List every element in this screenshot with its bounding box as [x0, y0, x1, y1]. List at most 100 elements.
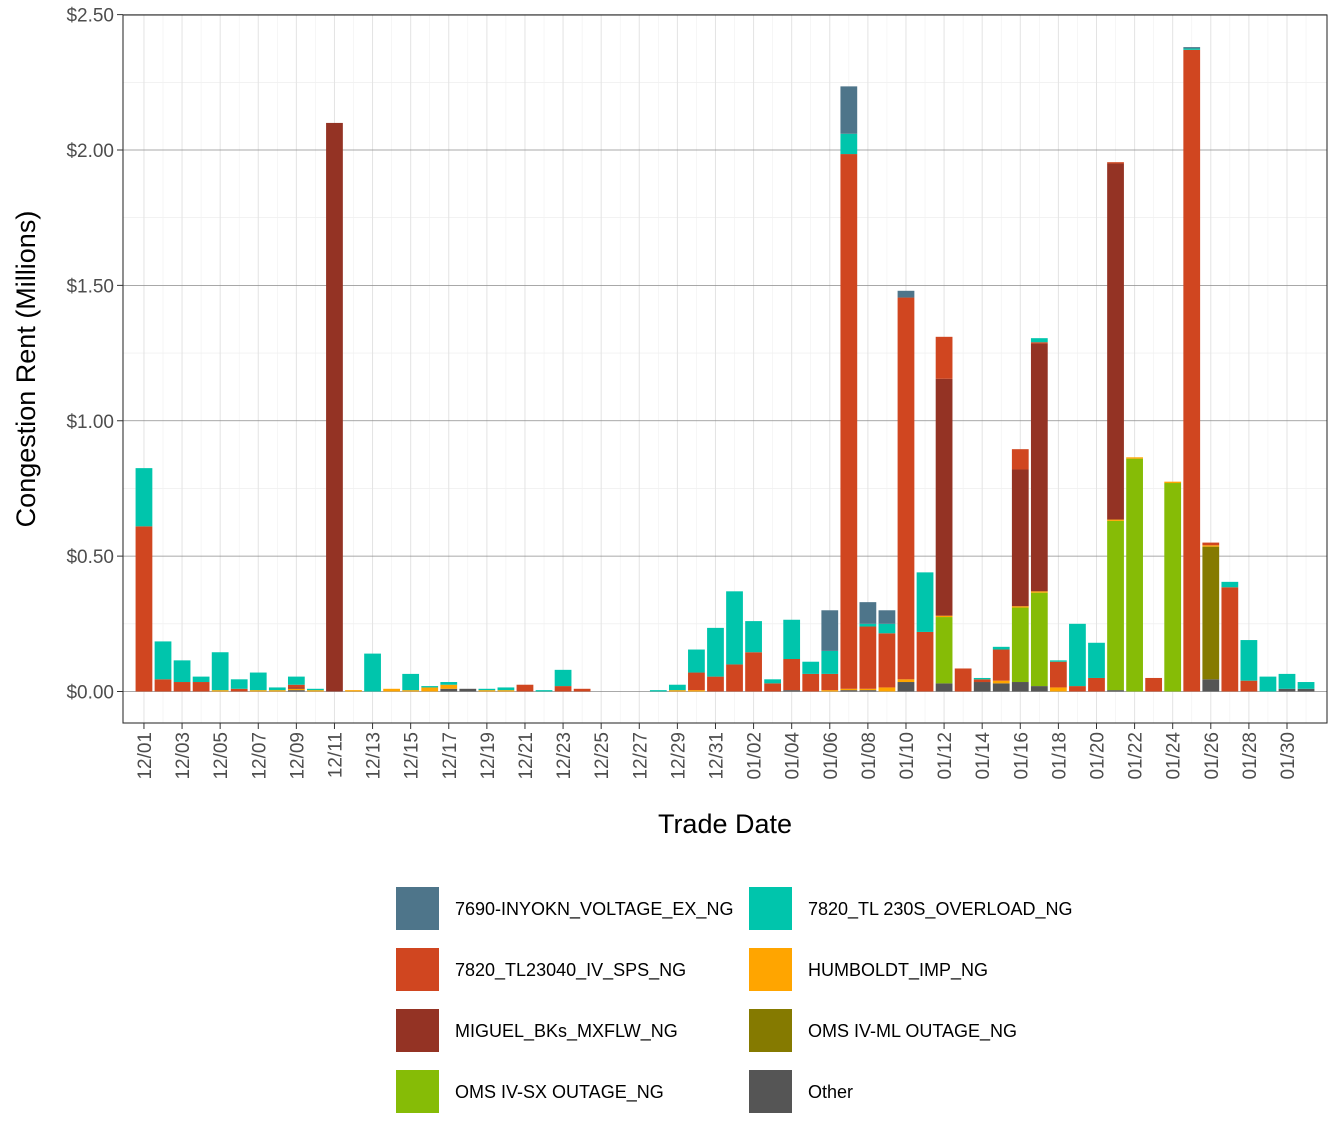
bar-segment	[1259, 676, 1277, 692]
bar-stack-12/02	[154, 641, 172, 692]
bar-stack-01/17	[1030, 338, 1048, 692]
x-tick-label: 01/04	[783, 732, 804, 780]
bar-segment	[935, 615, 953, 618]
bar-segment	[726, 664, 743, 692]
x-tick-label: 12/03	[173, 732, 194, 780]
bar-stack-01/30	[1278, 673, 1296, 692]
bar-stack-01/01	[726, 591, 743, 692]
y-tick-label: $2.00	[66, 141, 114, 162]
bar-segment	[954, 668, 972, 692]
legend-label: OMS IV-SX OUTAGE_NG	[455, 1082, 664, 1103]
x-tick-label: 12/21	[516, 732, 537, 780]
bar-stack-01/25	[1183, 47, 1201, 692]
bar-segment	[973, 682, 991, 692]
bar-segment	[992, 646, 1010, 650]
bar-segment	[840, 690, 858, 692]
bar-segment	[173, 660, 191, 683]
bar-segment	[1297, 688, 1315, 692]
bar-segment	[1030, 343, 1048, 592]
bar-segment	[154, 641, 172, 680]
bar-segment	[459, 688, 477, 692]
bar-stack-12/05	[211, 652, 229, 692]
bar-segment	[745, 621, 762, 653]
bar-segment	[154, 679, 172, 692]
bar-segment	[1030, 342, 1048, 344]
bar-stack-12/21	[516, 684, 534, 692]
bar-stack-01/05	[802, 661, 820, 692]
bar-stack-01/16	[1011, 449, 1029, 692]
bar-segment	[211, 690, 229, 692]
bar-segment	[840, 86, 858, 134]
bar-segment	[878, 610, 896, 624]
bar-stack-01/29	[1259, 676, 1277, 692]
bar-segment	[1278, 688, 1296, 692]
legend-item: Other	[749, 1070, 853, 1113]
bar-segment	[287, 676, 305, 685]
x-tick-label: 01/28	[1240, 732, 1261, 780]
legend-item: MIGUEL_BKs_MXFLW_NG	[396, 1009, 678, 1052]
bar-stack-12/06	[230, 679, 248, 692]
x-tick-label: 12/09	[287, 732, 308, 780]
x-tick-label: 01/30	[1278, 732, 1299, 780]
bar-stack-01/13	[954, 668, 972, 692]
bar-segment	[1164, 481, 1182, 484]
legend-key	[396, 1009, 439, 1052]
bar-stack-12/12	[345, 690, 362, 692]
bar-stack-12/19	[478, 688, 496, 692]
x-tick-label: 12/29	[668, 732, 689, 780]
bar-stack-01/19	[1069, 623, 1086, 692]
legend-label: 7690-INYOKN_VOLTAGE_EX_NG	[455, 899, 733, 920]
bar-segment	[649, 690, 667, 692]
bar-segment	[173, 682, 191, 692]
x-tick-label: 01/22	[1126, 732, 1147, 780]
bar-segment	[1030, 686, 1048, 692]
bar-segment	[307, 690, 324, 692]
x-tick-label: 01/12	[935, 732, 956, 780]
bar-stack-12/01	[135, 468, 153, 692]
bar-segment	[878, 633, 896, 688]
bar-segment	[497, 687, 515, 691]
bar-segment	[249, 672, 267, 691]
bar-segment	[1050, 660, 1067, 662]
bar-segment	[230, 688, 248, 692]
bar-segment	[1164, 483, 1182, 692]
legend-key	[396, 1070, 439, 1113]
bar-stack-01/21	[1107, 162, 1124, 692]
bar-stack-12/30	[688, 649, 705, 692]
bar-segment	[935, 378, 953, 616]
bar-segment	[802, 661, 820, 674]
bar-segment	[859, 602, 877, 624]
bar-segment	[1240, 640, 1258, 681]
bar-stack-01/28	[1240, 640, 1258, 692]
bar-segment	[192, 682, 210, 692]
legend-key	[396, 887, 439, 930]
bar-segment	[897, 682, 915, 692]
bar-segment	[859, 690, 877, 692]
bar-segment	[535, 690, 553, 692]
bar-segment	[440, 682, 458, 685]
bar-segment	[688, 690, 705, 692]
legend-key	[749, 1070, 792, 1113]
bar-segment	[1107, 520, 1124, 691]
legend-label: Other	[808, 1082, 853, 1102]
x-tick-label: 01/20	[1087, 732, 1108, 780]
bar-stack-01/06	[821, 610, 839, 692]
bar-segment	[440, 688, 458, 692]
x-tick-label: 01/02	[745, 732, 766, 780]
bar-segment	[992, 680, 1010, 684]
legend-item: 7690-INYOKN_VOLTAGE_EX_NG	[396, 887, 733, 930]
bar-segment	[1221, 581, 1239, 588]
bar-segment	[307, 688, 324, 691]
y-tick-label: $0.50	[66, 547, 114, 568]
bar-segment	[1240, 680, 1258, 692]
x-tick-label: 12/17	[440, 732, 461, 780]
x-tick-label: 12/11	[325, 732, 346, 778]
bar-stack-01/10	[897, 290, 915, 692]
bar-stack-12/31	[707, 627, 724, 692]
x-tick-label: 12/07	[249, 732, 270, 780]
bar-stack-12/14	[383, 688, 400, 692]
bar-segment	[402, 690, 420, 692]
bar-segment	[364, 653, 381, 692]
